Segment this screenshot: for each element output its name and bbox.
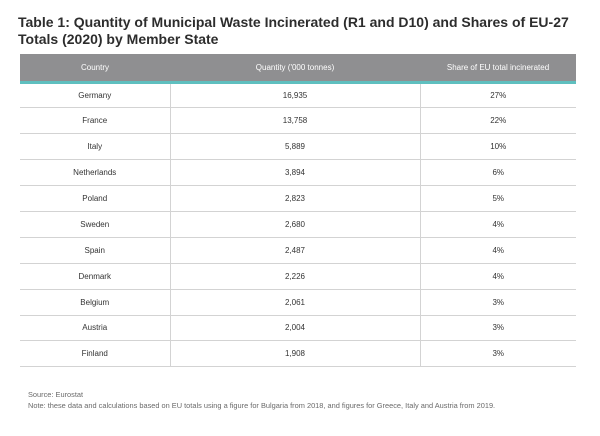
quantity-cell: 2,226 <box>169 263 420 290</box>
country-cell: Netherlands <box>20 159 170 187</box>
share-cell: 4% <box>419 237 576 264</box>
quantity-cell: 1,908 <box>169 340 420 368</box>
quantity-cell: 13,758 <box>169 107 420 135</box>
quantity-cell: 16,935 <box>169 82 420 109</box>
source-note: Source: Eurostat <box>28 390 84 399</box>
share-cell: 3% <box>419 289 576 316</box>
country-cell: France <box>20 107 170 135</box>
quantity-cell: 5,889 <box>169 133 420 161</box>
share-cell: 27% <box>419 82 576 109</box>
table-row: Sweden 2,680 4% <box>20 211 576 238</box>
country-cell: Germany <box>20 82 170 109</box>
quantity-cell: 2,061 <box>169 289 420 316</box>
column-header-country: Country <box>20 54 170 84</box>
table-row: Germany 16,935 27% <box>20 82 576 109</box>
share-cell: 22% <box>419 107 576 135</box>
country-cell: Spain <box>20 237 170 264</box>
share-cell: 3% <box>419 315 576 342</box>
country-cell: Austria <box>20 315 170 342</box>
table-body: Germany 16,935 27% France 13,758 22% Italy 5,88… <box>20 82 576 368</box>
table-notes: Source: Eurostat Note: these data and ca… <box>28 389 588 411</box>
table-row: Spain 2,487 4% <box>20 237 576 264</box>
footnote: Note: these data and calculations based … <box>28 401 496 410</box>
table-row: Austria 2,004 3% <box>20 315 576 342</box>
share-cell: 4% <box>419 211 576 238</box>
share-cell: 4% <box>419 263 576 290</box>
country-cell: Poland <box>20 185 170 212</box>
table-row: Belgium 2,061 3% <box>20 289 576 316</box>
share-cell: 10% <box>419 133 576 161</box>
country-cell: Italy <box>20 133 170 161</box>
quantity-cell: 2,823 <box>169 185 420 212</box>
country-cell: Denmark <box>20 263 170 290</box>
table-row: France 13,758 22% <box>20 107 576 135</box>
column-header-quantity: Quantity ('000 tonnes) <box>170 54 420 84</box>
table-header-row: Country Quantity ('000 tonnes) Share of … <box>20 54 576 84</box>
table-title: Table 1: Quantity of Municipal Waste Inc… <box>18 14 569 47</box>
quantity-cell: 3,894 <box>169 159 420 187</box>
table-row: Denmark 2,226 4% <box>20 263 576 290</box>
quantity-cell: 2,487 <box>169 237 420 264</box>
quantity-cell: 2,680 <box>169 211 420 238</box>
share-cell: 6% <box>419 159 576 187</box>
column-header-share: Share of EU total incinerated <box>420 54 576 84</box>
country-cell: Finland <box>20 340 170 368</box>
waste-incineration-table: Country Quantity ('000 tonnes) Share of … <box>20 54 576 368</box>
table-row: Finland 1,908 3% <box>20 340 576 368</box>
table-row: Italy 5,889 10% <box>20 133 576 161</box>
table-row: Netherlands 3,894 6% <box>20 159 576 187</box>
country-cell: Belgium <box>20 289 170 316</box>
quantity-cell: 2,004 <box>169 315 420 342</box>
country-cell: Sweden <box>20 211 170 238</box>
share-cell: 3% <box>419 340 576 368</box>
share-cell: 5% <box>419 185 576 212</box>
table-row: Poland 2,823 5% <box>20 185 576 212</box>
